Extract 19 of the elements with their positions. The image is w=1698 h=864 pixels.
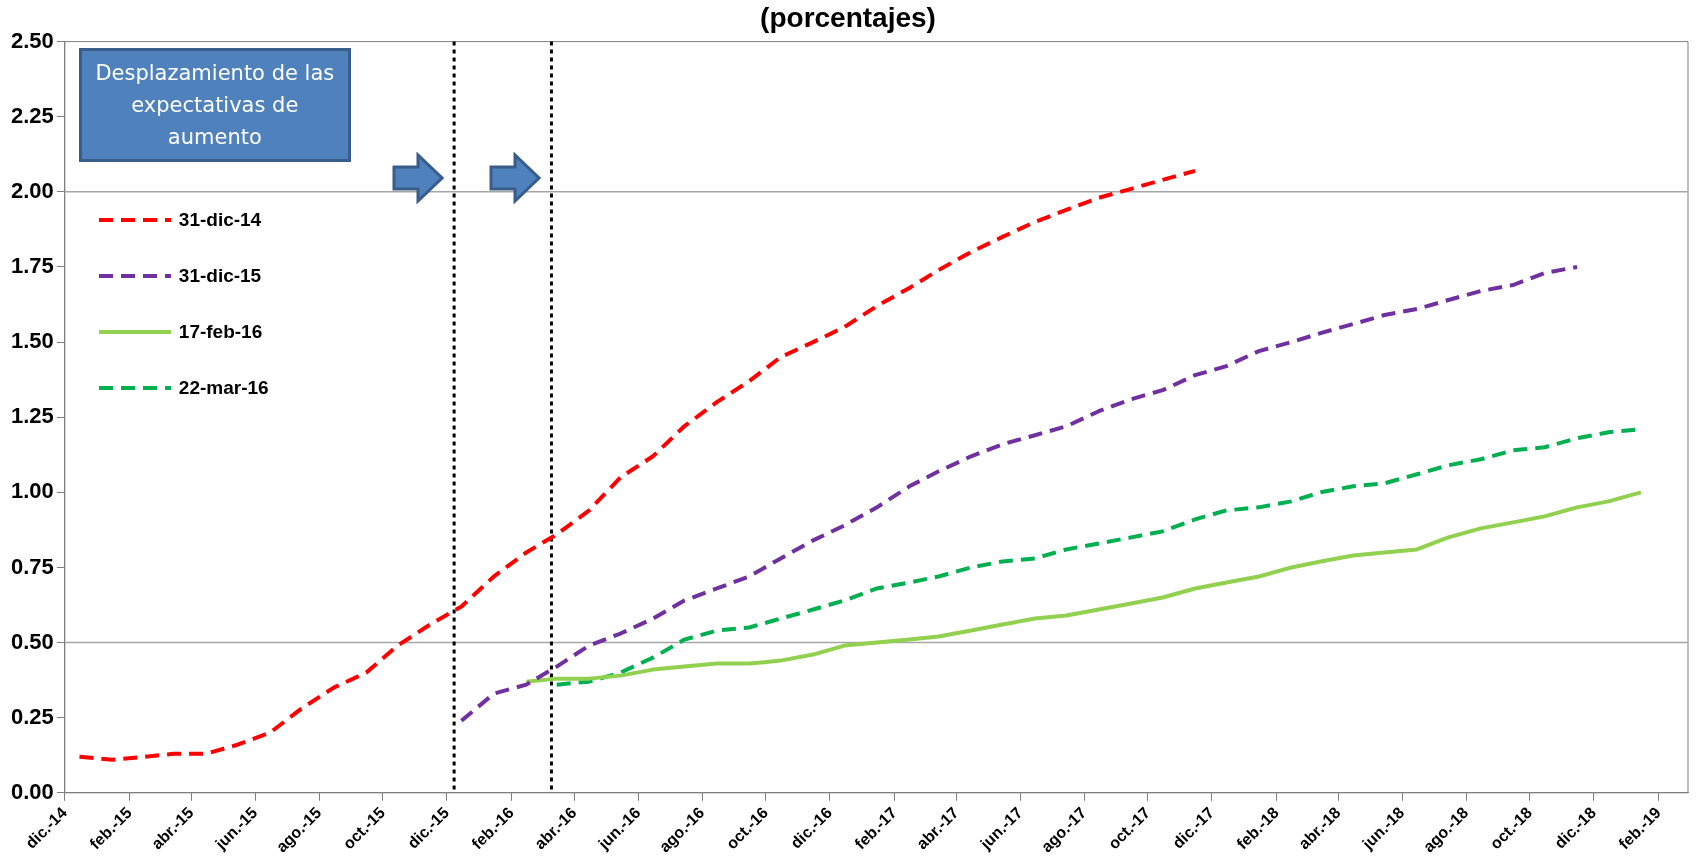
y-tick-label: 2.00	[10, 177, 54, 203]
line-series	[77, 168, 1198, 762]
legend-label: 22-mar-16	[178, 376, 269, 399]
y-tick-label: 0.50	[10, 628, 54, 654]
annotation: Desplazamiento de las expectativas de aumento	[78, 47, 351, 162]
y-tick-label: 0.75	[10, 553, 54, 579]
y-tick-label: 0.25	[10, 703, 54, 729]
y-tick-label: 1.00	[10, 478, 54, 504]
y-tick-label: 2.25	[10, 102, 54, 128]
legend-label: 31-dic-15	[178, 264, 262, 287]
chart-title: (porcentajes)	[760, 1, 936, 33]
legend-label: 17-feb-16	[178, 320, 263, 343]
y-tick-label: 2.50	[10, 27, 54, 53]
legend-label: 31-dic-14	[178, 208, 262, 231]
y-tick-label: 1.75	[10, 253, 54, 279]
y-tick-label: 0.00	[10, 778, 54, 804]
line-series	[459, 264, 1580, 723]
y-tick-label: 1.25	[10, 403, 54, 429]
y-tick-label: 1.50	[10, 328, 54, 354]
